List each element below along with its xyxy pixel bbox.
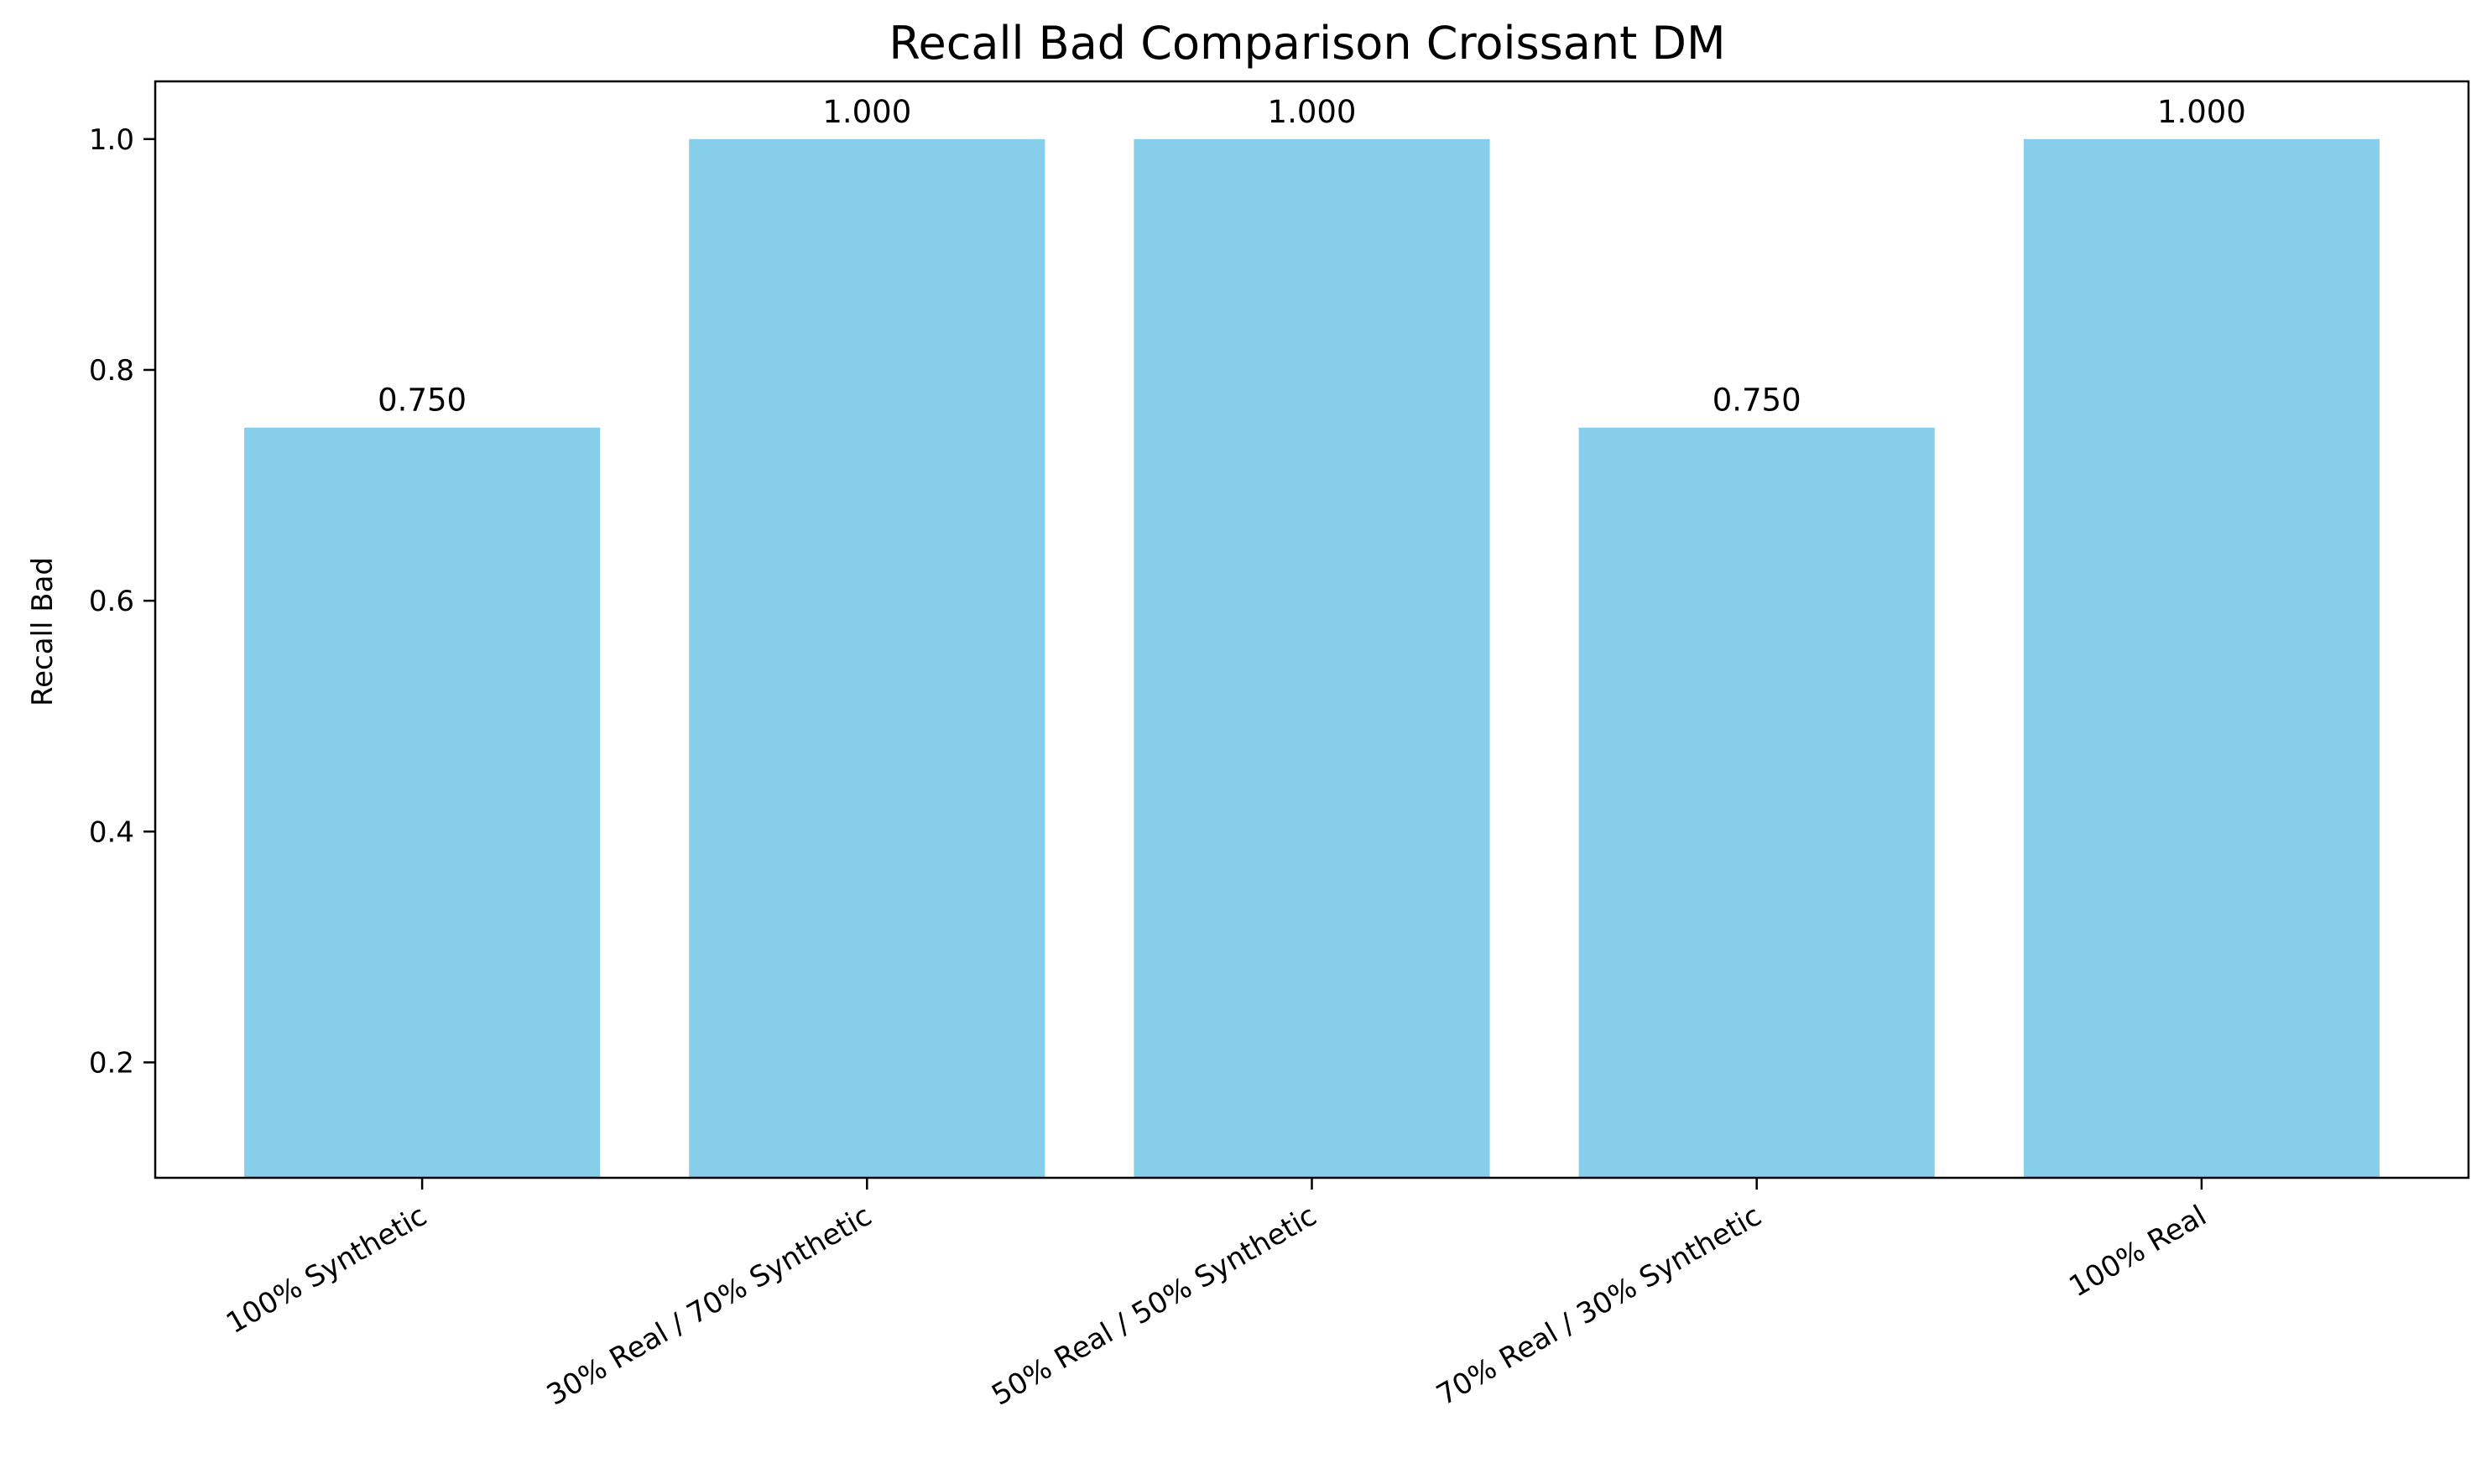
y-tick-label: 0.8 (89, 354, 134, 388)
bar-value-label: 1.000 (1268, 94, 1357, 130)
bar (1134, 138, 1490, 1179)
bar (2023, 138, 2380, 1179)
y-tick-label: 1.0 (89, 123, 134, 157)
x-tick-label: 30% Real / 70% Synthetic (541, 1199, 878, 1412)
y-tick-label: 0.4 (89, 815, 134, 849)
y-axis-label: Recall Bad (26, 557, 60, 706)
x-tick-label: 50% Real / 50% Synthetic (986, 1199, 1322, 1412)
chart-title: Recall Bad Comparison Croissant DM (889, 17, 1725, 70)
bar-value-label: 0.750 (378, 383, 467, 419)
bar (689, 138, 1045, 1179)
x-tick-label: 100% Synthetic (221, 1199, 433, 1341)
x-tick-label: 70% Real / 30% Synthetic (1431, 1199, 1767, 1412)
y-tick-label: 0.6 (89, 585, 134, 618)
bar-value-label: 0.750 (1713, 383, 1801, 419)
bar (244, 427, 601, 1179)
bar-value-label: 1.000 (2157, 94, 2246, 130)
bar (1578, 427, 1935, 1179)
bar-value-label: 1.000 (822, 94, 911, 130)
x-tick-label: 100% Real (2063, 1199, 2212, 1304)
plot-area: 0.750 1.000 1.000 0.750 1.000 0.2 0.4 0.6 0.8 1.0… (89, 80, 2470, 1413)
y-tick-label: 0.2 (89, 1046, 134, 1080)
